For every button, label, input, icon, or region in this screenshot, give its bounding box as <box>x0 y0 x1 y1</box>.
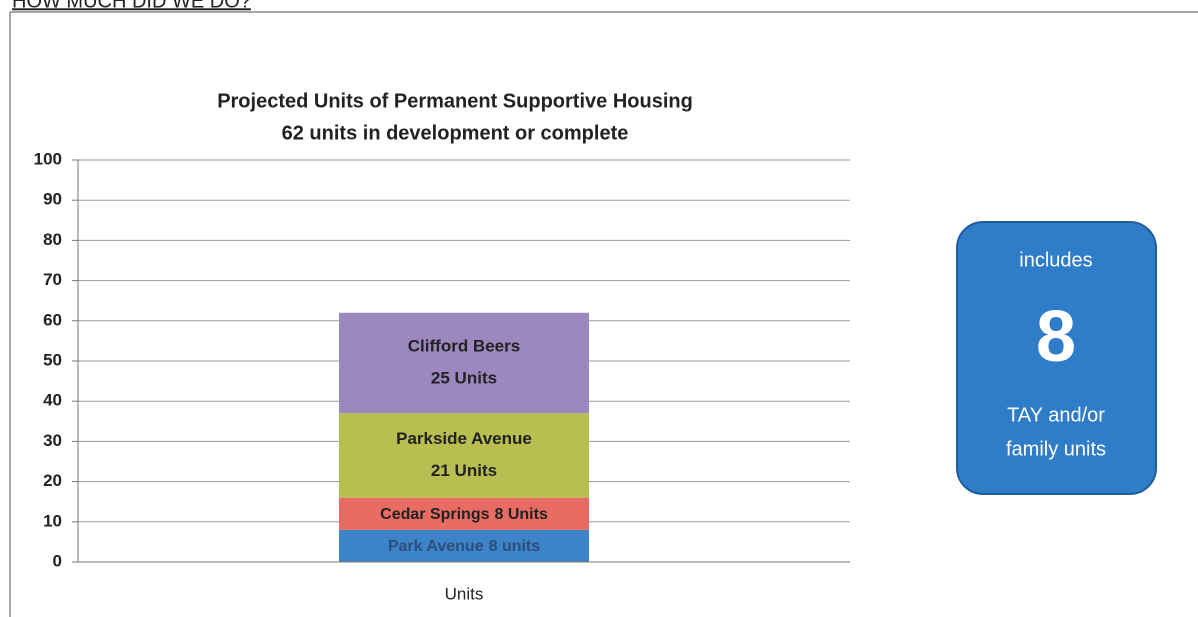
chart-subtitle: 62 units in development or complete <box>282 122 629 144</box>
header: HOW MUCH DID WE DO? <box>12 0 251 12</box>
segment-label: Park Avenue 8 units <box>388 538 540 555</box>
y-tick-label: 100 <box>34 149 62 168</box>
annotation-line: family units <box>1006 438 1106 460</box>
y-tick-label: 60 <box>43 310 62 329</box>
value-label: 8 Units <box>495 506 548 523</box>
value-label: 21 Units <box>431 461 497 480</box>
annotation-line: TAY and/or <box>1007 404 1105 426</box>
annotation-top: includes <box>1019 249 1092 271</box>
value-label: 8 units <box>489 538 541 555</box>
y-tick-label: 10 <box>43 511 62 530</box>
y-tick-label: 80 <box>43 230 62 249</box>
x-tick-label: Units <box>445 584 484 603</box>
series-name: Cedar Springs <box>380 506 489 523</box>
annotation-box <box>956 221 1157 495</box>
y-tick-label: 30 <box>43 431 62 450</box>
y-tick-label: 40 <box>43 391 62 410</box>
bar-segment <box>339 312 589 414</box>
y-tick-label: 50 <box>43 350 62 369</box>
value-label: 25 Units <box>431 368 497 387</box>
series-name: Clifford Beers <box>408 336 520 355</box>
y-tick-label: 90 <box>43 190 62 209</box>
annotation-value: 8 <box>1036 297 1076 377</box>
segment-label: Cedar Springs 8 Units <box>380 506 548 523</box>
bar-segment <box>339 497 589 530</box>
bar-segment <box>339 529 589 562</box>
bar-segment <box>339 413 589 498</box>
series-name: Parkside Avenue <box>396 429 532 448</box>
chart-title: Projected Units of Permanent Supportive … <box>217 90 693 112</box>
y-tick-label: 70 <box>43 270 62 289</box>
y-tick-label: 0 <box>53 551 62 570</box>
series-name: Park Avenue <box>388 538 484 555</box>
y-tick-label: 20 <box>43 471 62 490</box>
